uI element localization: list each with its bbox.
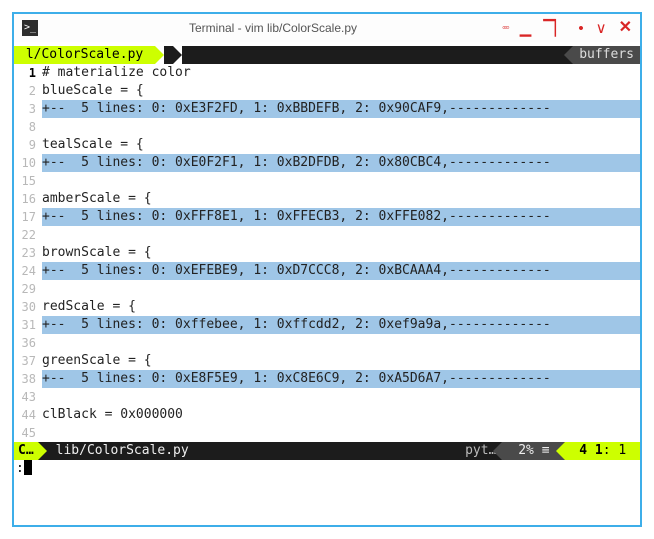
code-line[interactable]: 23brownScale = { [14,244,640,262]
buffer-tab-active[interactable]: l/ColorScale.py [14,46,155,64]
terminal-content[interactable]: l/ColorScale.py buffers 1# materialize c… [14,42,640,525]
line-text: +-- 5 lines: 0: 0xFFF8E1, 1: 0xFFECB3, 2… [42,208,640,226]
code-line[interactable]: 9tealScale = { [14,136,640,154]
line-number: 38 [14,370,42,388]
line-number: 29 [14,280,42,298]
line-number: 10 [14,154,42,172]
cmdline-prompt: : [16,460,24,478]
code-line[interactable]: 30redScale = { [14,298,640,316]
line-number: 31 [14,316,42,334]
bufferline-sep [164,46,173,64]
line-number: 36 [14,334,42,352]
line-text: redScale = { [42,298,640,316]
terminal-icon: >_ [22,20,38,36]
bufferline-spacer [182,46,573,64]
statusline-position: 4 1: 1 [565,442,640,460]
code-line[interactable]: 8 [14,118,640,136]
line-number: 44 [14,406,42,424]
line-text [42,172,640,190]
line-text [42,118,640,136]
line-number: 8 [14,118,42,136]
fold-line[interactable]: 10+-- 5 lines: 0: 0xE0F2F1, 1: 0xB2DFDB,… [14,154,640,172]
shade-icon[interactable]: ∨ [596,21,607,36]
close-icon[interactable]: ✕ [619,20,632,36]
line-number: 22 [14,226,42,244]
line-text: clBlack = 0x000000 [42,406,640,424]
line-number: 24 [14,262,42,280]
line-text [42,334,640,352]
statusline-mode: C… [14,442,38,460]
cursor [24,460,32,475]
line-text: tealScale = { [42,136,640,154]
window-controls: ◦◦◦ ▁ ▔▏ • ∨ ✕ [502,20,632,36]
line-number: 15 [14,172,42,190]
statusline-file: lib/ColorScale.py [38,442,459,460]
code-line[interactable]: 29 [14,280,640,298]
bufferline: l/ColorScale.py buffers [14,46,640,64]
line-text [42,388,640,406]
line-number: 43 [14,388,42,406]
code-line[interactable]: 45 [14,424,640,442]
fold-line[interactable]: 17+-- 5 lines: 0: 0xFFF8E1, 1: 0xFFECB3,… [14,208,640,226]
titlebar[interactable]: >_ Terminal - vim lib/ColorScale.py ◦◦◦ … [14,14,640,42]
line-number: 9 [14,136,42,154]
line-text: # materialize color [42,64,640,82]
code-line[interactable]: 43 [14,388,640,406]
line-number: 3 [14,100,42,118]
restore-icon[interactable]: • [578,21,583,36]
fold-line[interactable]: 3+-- 5 lines: 0: 0xE3F2FD, 1: 0xBBDEFB, … [14,100,640,118]
terminal-window: >_ Terminal - vim lib/ColorScale.py ◦◦◦ … [12,12,642,527]
line-text [42,226,640,244]
line-number: 30 [14,298,42,316]
maximize-icon[interactable]: ▔▏ [543,21,566,36]
line-number: 17 [14,208,42,226]
line-text: +-- 5 lines: 0: 0xE3F2FD, 1: 0xBBDEFB, 2… [42,100,640,118]
line-text: +-- 5 lines: 0: 0xEFEBE9, 1: 0xD7CCC8, 2… [42,262,640,280]
line-text: +-- 5 lines: 0: 0xE8F5E9, 1: 0xC8E6C9, 2… [42,370,640,388]
line-text: +-- 5 lines: 0: 0xffebee, 1: 0xffcdd2, 2… [42,316,640,334]
fold-line[interactable]: 38+-- 5 lines: 0: 0xE8F5E9, 1: 0xC8E6C9,… [14,370,640,388]
line-number: 2 [14,82,42,100]
code-area[interactable]: 1# materialize color2blueScale = {3+-- 5… [14,64,640,442]
fold-line[interactable]: 31+-- 5 lines: 0: 0xffebee, 1: 0xffcdd2,… [14,316,640,334]
command-line[interactable]: : [14,460,640,478]
code-line[interactable]: 44clBlack = 0x000000 [14,406,640,424]
line-text [42,280,640,298]
line-number: 23 [14,244,42,262]
buffers-label[interactable]: buffers [573,46,640,64]
code-line[interactable]: 2blueScale = { [14,82,640,100]
code-line[interactable]: 22 [14,226,640,244]
line-number: 45 [14,424,42,442]
code-line[interactable]: 1# materialize color [14,64,640,82]
minimize-icon[interactable]: ▁ [520,21,532,36]
statusline: C… lib/ColorScale.py pyt… 2% ≡ 4 1: 1 [14,442,640,460]
line-text [42,424,640,442]
line-text: blueScale = { [42,82,640,100]
line-number: 16 [14,190,42,208]
keep-above-icon[interactable]: ◦◦◦ [502,23,508,34]
code-line[interactable]: 36 [14,334,640,352]
line-text: amberScale = { [42,190,640,208]
line-number: 1 [14,64,42,82]
fold-line[interactable]: 24+-- 5 lines: 0: 0xEFEBE9, 1: 0xD7CCC8,… [14,262,640,280]
code-line[interactable]: 37greenScale = { [14,352,640,370]
line-text: brownScale = { [42,244,640,262]
window-title: Terminal - vim lib/ColorScale.py [44,21,502,35]
line-text: greenScale = { [42,352,640,370]
code-line[interactable]: 15 [14,172,640,190]
line-text: +-- 5 lines: 0: 0xE0F2F1, 1: 0xB2DFDB, 2… [42,154,640,172]
line-number: 37 [14,352,42,370]
code-line[interactable]: 16amberScale = { [14,190,640,208]
